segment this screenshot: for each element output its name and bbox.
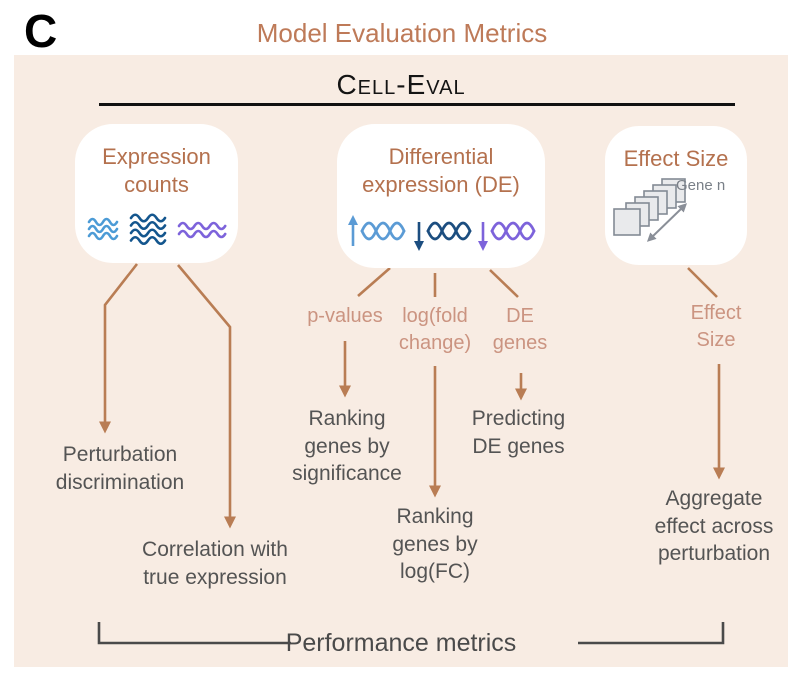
downregulated-purple-helix-icon: [478, 221, 536, 251]
arrow-counts-to-perturbation-discrimination: [99, 263, 139, 434]
line-de-to-pvalues: [357, 267, 391, 297]
performance-metrics-label: Performance metrics: [285, 629, 517, 657]
output-label-effect-size: Effect Size: [690, 302, 742, 351]
framework-name: Cell-Eval: [336, 69, 466, 100]
de-up-down-helix-icon: [348, 214, 536, 251]
output-label-log-fold-change: log(fold change): [398, 305, 472, 354]
downregulated-helix-icon: [414, 221, 472, 251]
metric-predicting-de-genes: Predicting DE genes: [471, 407, 566, 458]
expression-counts-box: Expression counts: [75, 124, 238, 263]
line-effectbox-to-effectsize: [687, 267, 718, 298]
expression-waves-icon: [87, 213, 226, 245]
line-de-to-degenes: [489, 269, 519, 298]
effect-size-title: Effect Size: [623, 146, 729, 171]
cell-eval-panel: Cell-Eval Expression counts: [14, 55, 788, 667]
framework-underline: [99, 103, 735, 106]
metric-perturbation-discrimination: Perturbation discrimination: [55, 443, 185, 494]
metric-ranking-genes-significance: Ranking genes by significance: [292, 407, 402, 486]
output-label-de-genes: DE genes: [492, 305, 548, 354]
gene-n-label: Gene n: [676, 176, 726, 194]
figure-title: Model Evaluation Metrics: [256, 18, 548, 48]
output-label-pvalues: p-values: [307, 305, 383, 327]
figure-panel-letter: C: [24, 5, 58, 57]
gene-stack-icon-wrap: Gene n: [610, 177, 742, 243]
metric-correlation-true-expression: Correlation with true expression: [142, 538, 288, 589]
expression-counts-title: Expression counts: [102, 144, 211, 197]
metric-ranking-genes-logfc: Ranking genes by log(FC): [392, 505, 478, 584]
upregulated-helix-icon: [348, 214, 406, 246]
differential-expression-box: Differential expression (DE): [337, 124, 545, 268]
metric-aggregate-effect: Aggregate effect across perturbation: [654, 487, 774, 566]
gene-axis-double-arrow-icon: [646, 203, 688, 242]
effect-size-box: Effect Size Gene n: [605, 126, 747, 265]
gene-stack-icon: [613, 178, 688, 242]
differential-expression-title: Differential expression (DE): [362, 144, 520, 197]
